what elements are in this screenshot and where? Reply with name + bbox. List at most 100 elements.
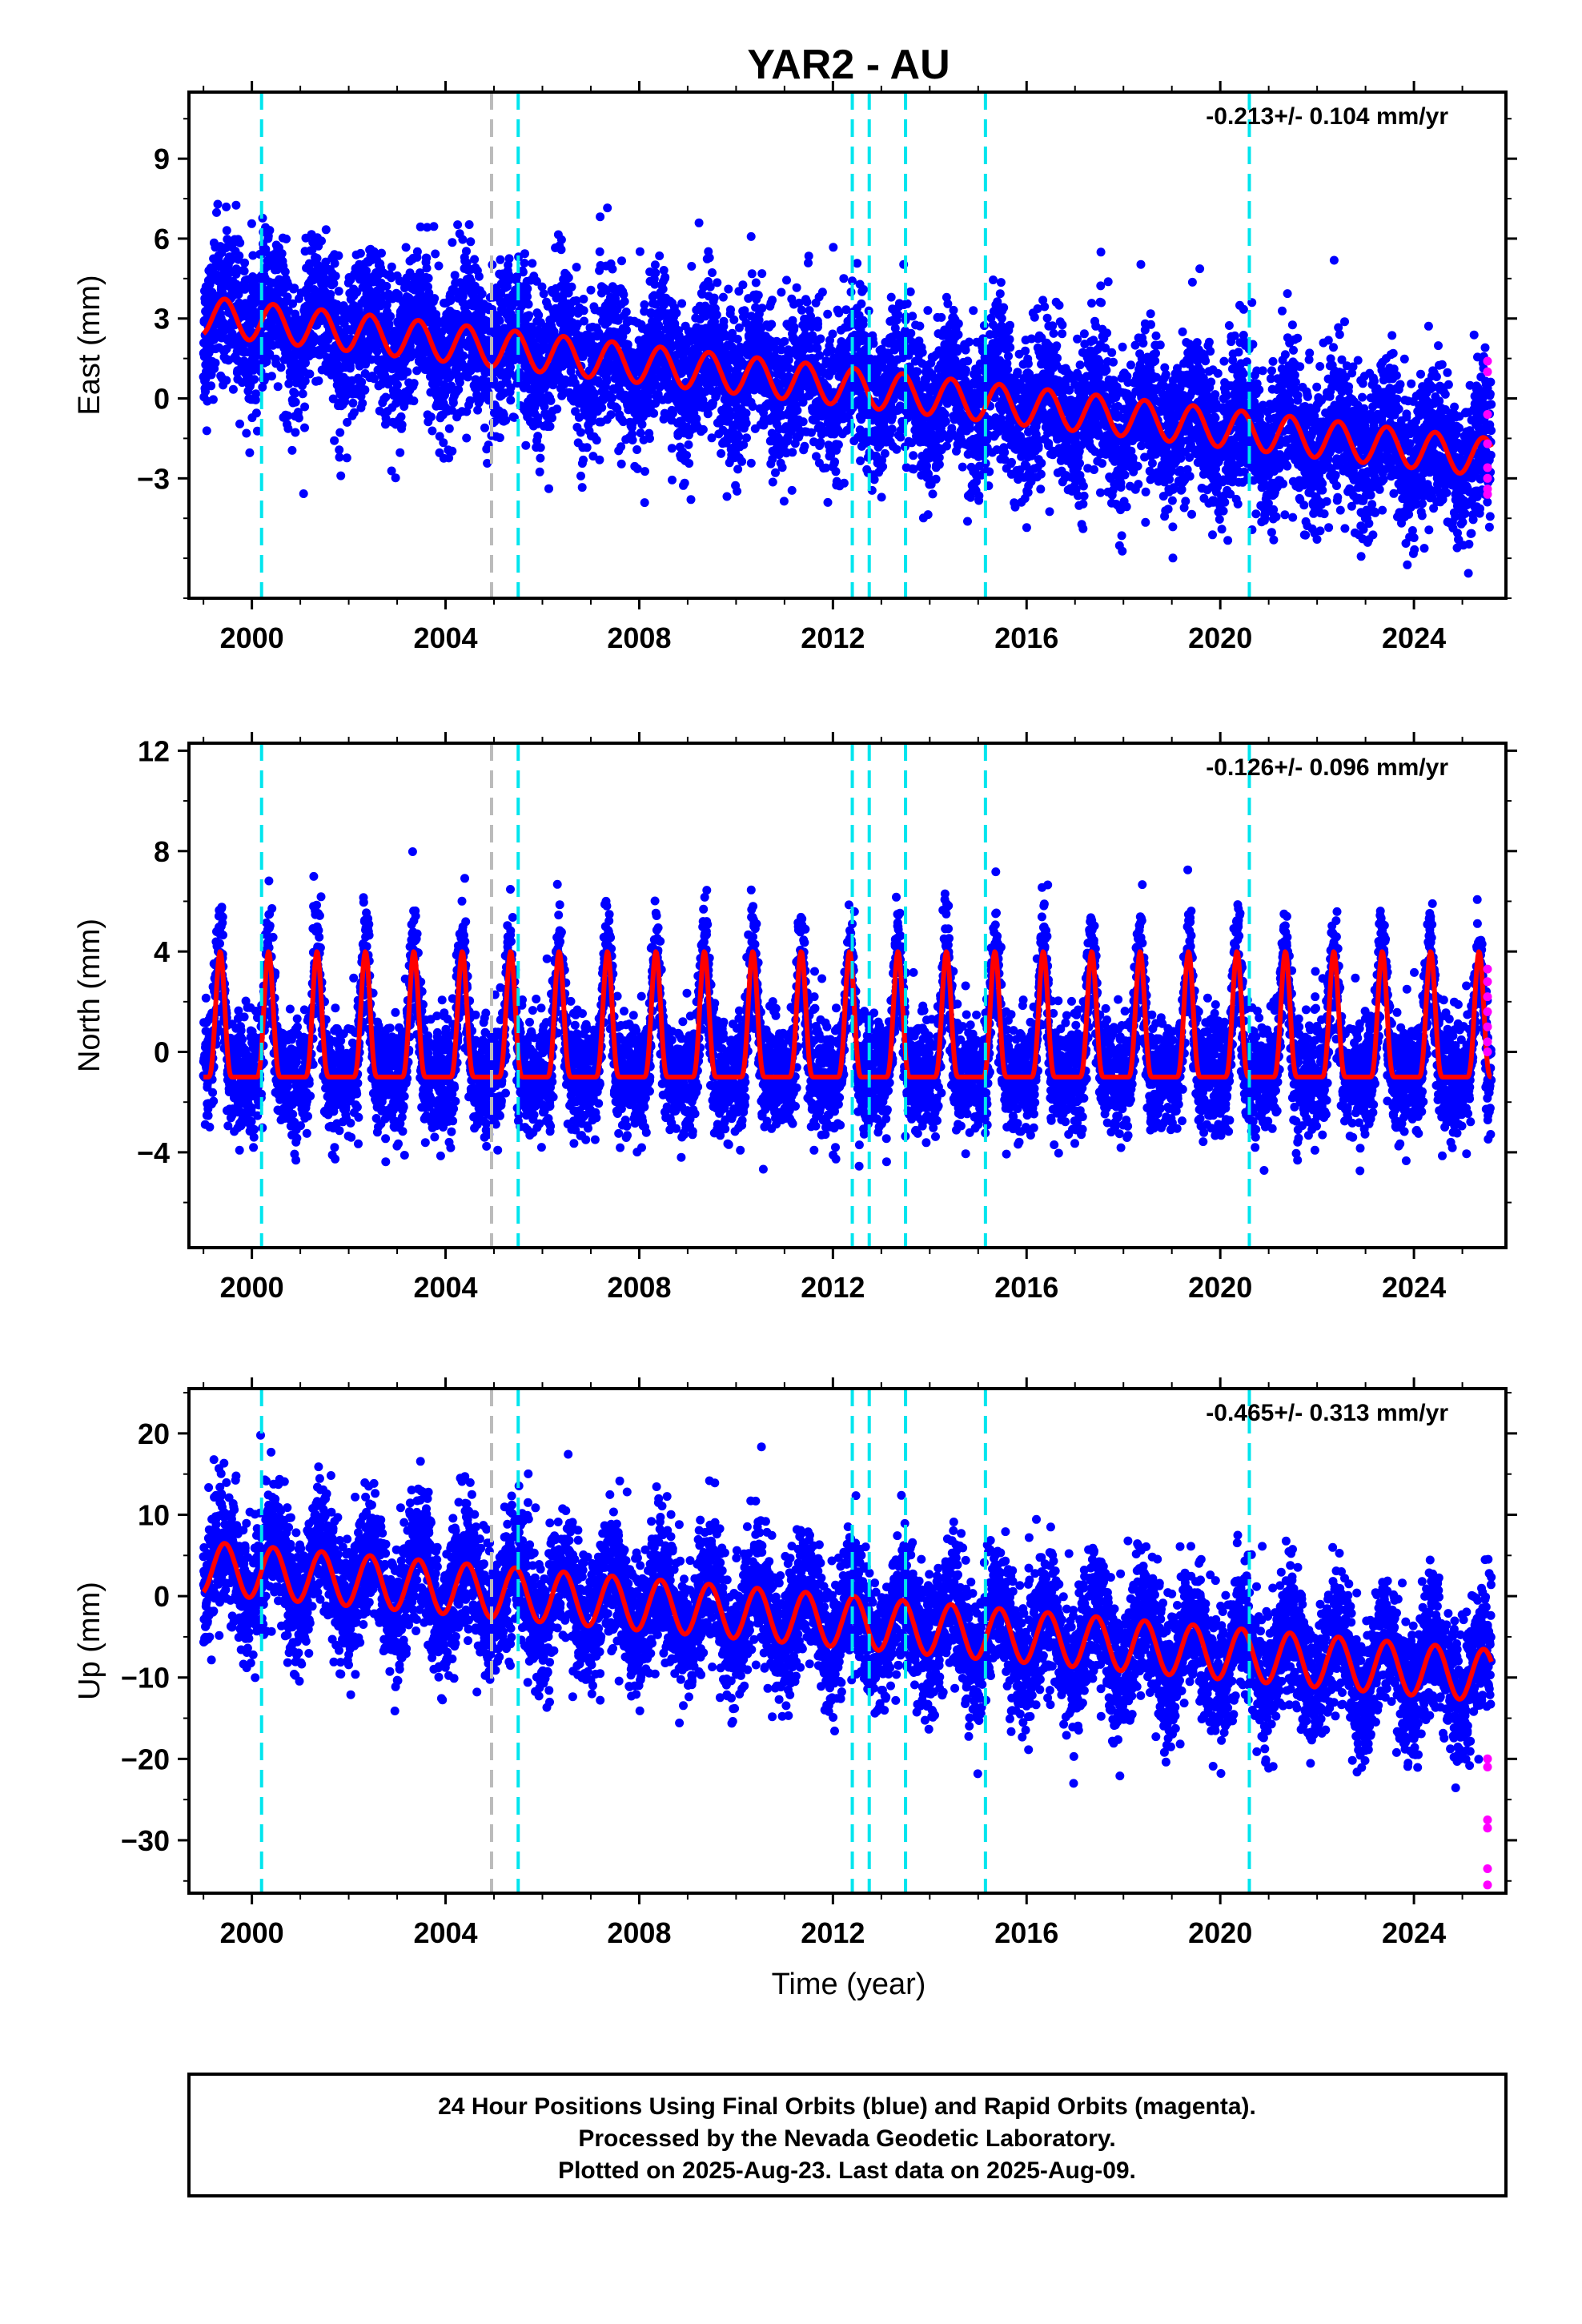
east-final-point [556, 245, 566, 255]
east-final-point [923, 306, 933, 316]
east-final-point [677, 299, 687, 308]
east-final-point [913, 367, 922, 376]
east-final-point [251, 389, 261, 399]
east-final-point [767, 320, 777, 329]
east-final-point [923, 510, 933, 520]
east-final-point [804, 251, 813, 261]
east-final-point [928, 489, 938, 499]
east-final-point [377, 248, 386, 258]
east-final-point [703, 409, 713, 419]
east-final-point [291, 397, 300, 407]
east-final-point [231, 200, 241, 210]
east-final-point [839, 478, 849, 488]
east-final-point [242, 428, 251, 438]
east-final-point [887, 424, 897, 434]
east-final-point [620, 297, 629, 306]
east-final-point [248, 251, 258, 260]
east-final-point [649, 408, 659, 418]
east-final-point [387, 262, 396, 271]
east-final-point [934, 460, 944, 469]
east-final-point [235, 238, 245, 247]
east-final-point [267, 372, 276, 381]
east-final-point [661, 272, 670, 282]
east-final-point [941, 416, 950, 426]
east-final-point [595, 247, 604, 256]
east-final-point [685, 459, 694, 468]
east-final-point [222, 376, 231, 385]
east-final-point [287, 445, 297, 455]
east-final-point [501, 416, 511, 425]
east-final-point [637, 420, 647, 429]
east-final-point [737, 456, 747, 466]
east-final-point [687, 262, 697, 271]
east-final-point [453, 220, 463, 230]
east-final-point [768, 296, 777, 305]
east-final-point [768, 477, 777, 487]
east-final-point [603, 203, 612, 213]
east-final-point [253, 426, 262, 436]
east-final-point [222, 202, 231, 211]
east-final-point [422, 253, 432, 263]
east-final-point [506, 396, 516, 405]
east-final-point [839, 274, 849, 283]
east-final-point [856, 456, 865, 465]
east-final-point [401, 243, 411, 252]
east-final-point [718, 292, 728, 302]
east-final-point [816, 437, 825, 447]
east-final-point [527, 322, 536, 332]
east-final-point [290, 283, 299, 293]
east-final-point [358, 399, 367, 408]
east-final-point [787, 485, 797, 495]
east-final-point [506, 363, 515, 372]
east-final-point [878, 462, 888, 472]
east-final-point [362, 266, 371, 275]
east-final-point [506, 383, 516, 392]
east-final-point [520, 249, 529, 259]
east-final-point [294, 413, 303, 423]
east-final-point [280, 267, 290, 276]
east-final-point [942, 441, 951, 451]
east-final-point [372, 347, 382, 356]
east-final-point [580, 316, 588, 326]
east-final-point [813, 320, 823, 328]
east-final-point [330, 259, 339, 268]
east-final-point [548, 380, 558, 390]
east-final-point [300, 423, 309, 432]
east-final-point [556, 235, 566, 244]
east-final-point [789, 323, 799, 332]
east-final-point [504, 254, 514, 263]
east-final-point [741, 419, 751, 428]
east-final-point [466, 237, 476, 247]
east-final-point [509, 412, 519, 422]
east-final-point [391, 473, 400, 483]
east-final-point [495, 316, 504, 325]
east-final-point [424, 273, 433, 283]
east-final-point [545, 422, 555, 431]
east-final-point [235, 419, 244, 428]
east-final-point [680, 478, 689, 488]
east-final-point [742, 433, 751, 443]
east-final-point [628, 436, 637, 444]
east-final-point [640, 300, 649, 309]
east-final-point [450, 271, 460, 280]
east-final-point [512, 272, 521, 282]
east-final-point [228, 384, 238, 394]
east-final-point [577, 483, 587, 493]
east-final-point [717, 448, 726, 458]
east-final-point [869, 475, 879, 485]
east-final-point [777, 463, 787, 472]
east-final-point [470, 255, 480, 264]
east-final-point [582, 443, 592, 452]
east-final-point [444, 424, 454, 433]
east-final-point [480, 423, 489, 432]
east-final-point [906, 328, 916, 338]
east-final-point [323, 344, 333, 353]
east-final-point [594, 328, 604, 338]
east-final-point [917, 348, 927, 357]
east-final-point [454, 385, 464, 394]
east-final-point [284, 379, 294, 388]
east-final-point [831, 467, 841, 476]
east-final-point [330, 436, 339, 445]
